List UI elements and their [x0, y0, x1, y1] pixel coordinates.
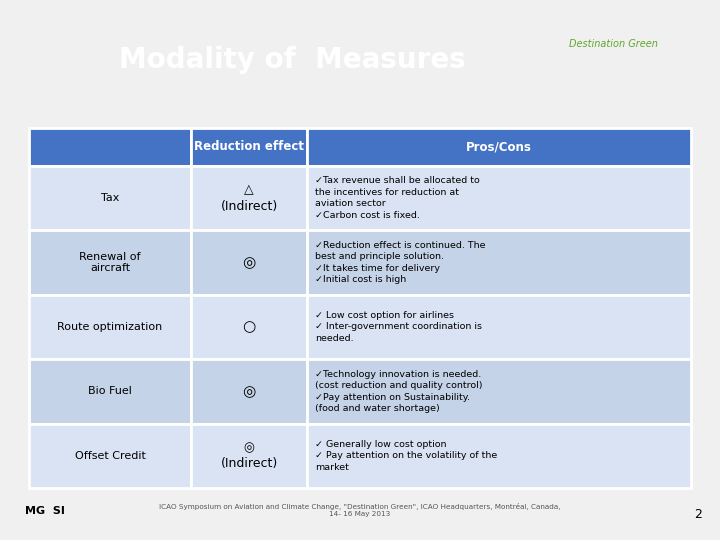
Bar — [191, 166, 307, 230]
Bar — [29, 295, 191, 359]
Text: ✓Technology innovation is needed.
(cost reduction and quality control)
✓Pay atte: ✓Technology innovation is needed. (cost … — [315, 370, 482, 413]
Bar — [307, 359, 691, 423]
Text: ◎: ◎ — [243, 255, 256, 270]
Text: ✓ Low cost option for airlines
✓ Inter-government coordination is
needed.: ✓ Low cost option for airlines ✓ Inter-g… — [315, 311, 482, 343]
Bar — [191, 295, 307, 359]
Text: Tax: Tax — [101, 193, 119, 203]
Bar — [191, 128, 307, 166]
Text: Offset Credit: Offset Credit — [74, 451, 145, 461]
Text: Reduction effect: Reduction effect — [194, 140, 304, 153]
Bar — [307, 295, 691, 359]
Text: Destination Green: Destination Green — [569, 39, 657, 49]
Bar — [191, 230, 307, 295]
Text: Bio Fuel: Bio Fuel — [88, 386, 132, 396]
Text: Pros/Cons: Pros/Cons — [466, 140, 532, 153]
Text: △
(Indirect): △ (Indirect) — [220, 184, 278, 213]
Text: ✓Reduction effect is continued. The
best and principle solution.
✓It takes time : ✓Reduction effect is continued. The best… — [315, 241, 485, 284]
Bar — [191, 423, 307, 488]
Bar — [29, 128, 191, 166]
Bar — [307, 230, 691, 295]
Bar — [29, 359, 191, 423]
Bar — [29, 230, 191, 295]
Text: MG  SI: MG SI — [25, 507, 65, 516]
Text: 2: 2 — [694, 508, 702, 521]
Bar — [29, 423, 191, 488]
Text: ✓Tax revenue shall be allocated to
the incentives for reduction at
aviation sect: ✓Tax revenue shall be allocated to the i… — [315, 177, 480, 220]
Text: Modality of  Measures: Modality of Measures — [119, 46, 466, 75]
Bar — [307, 423, 691, 488]
Bar — [191, 359, 307, 423]
Text: Renewal of
aircraft: Renewal of aircraft — [79, 252, 140, 273]
Bar — [307, 166, 691, 230]
Text: Route optimization: Route optimization — [58, 322, 163, 332]
Text: ◎: ◎ — [243, 384, 256, 399]
Bar — [29, 166, 191, 230]
Text: ○: ○ — [243, 319, 256, 334]
Bar — [307, 128, 691, 166]
Text: ICAO Symposium on Aviation and Climate Change, "Destination Green", ICAO Headqua: ICAO Symposium on Aviation and Climate C… — [159, 503, 561, 517]
Text: ◎
(Indirect): ◎ (Indirect) — [220, 441, 278, 470]
Text: ✓ Generally low cost option
✓ Pay attention on the volatility of the
market: ✓ Generally low cost option ✓ Pay attent… — [315, 440, 498, 472]
